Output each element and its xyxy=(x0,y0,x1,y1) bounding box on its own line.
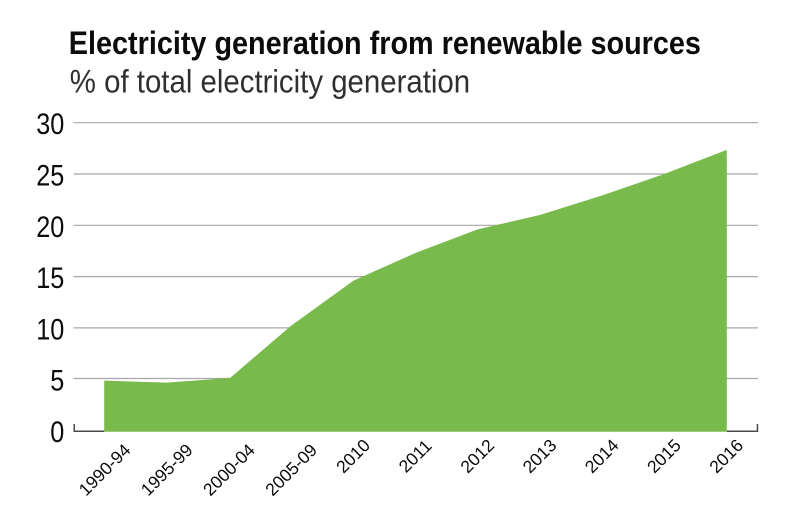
svg-text:Electricity generation from re: Electricity generation from renewable so… xyxy=(69,26,701,62)
svg-text:20: 20 xyxy=(36,210,64,243)
svg-text:30: 30 xyxy=(36,107,64,140)
svg-text:10: 10 xyxy=(36,313,64,346)
svg-text:0: 0 xyxy=(50,415,64,448)
svg-text:% of total electricity generat: % of total electricity generation xyxy=(70,63,470,99)
svg-text:25: 25 xyxy=(36,159,64,192)
svg-text:15: 15 xyxy=(36,261,64,294)
svg-text:5: 5 xyxy=(50,364,64,397)
